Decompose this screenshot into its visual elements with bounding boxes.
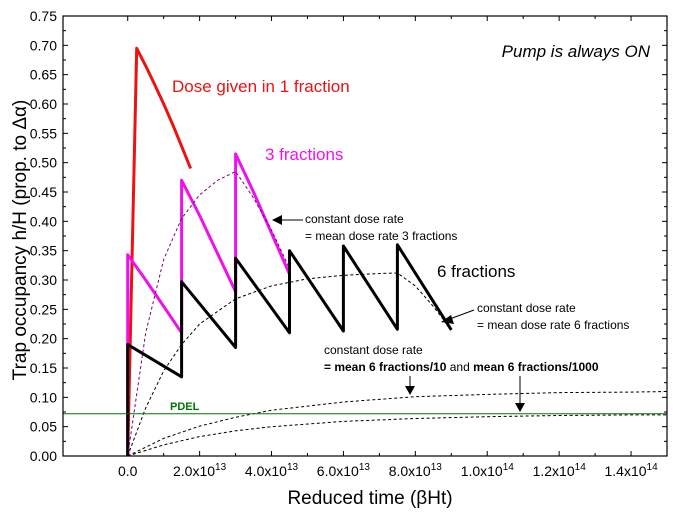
x-tick-label: 4.0x1013	[245, 462, 299, 479]
x-tick-label: 8.0x1013	[389, 462, 443, 479]
y-tick-label: 0.40	[30, 213, 57, 229]
y-tick-label: 0.65	[30, 67, 57, 83]
const-low-arrow-10	[405, 376, 415, 395]
const-low-bold-1: = mean 6 fractions/10	[324, 360, 447, 374]
const-low-arrow-1000	[515, 376, 525, 412]
y-tick-label: 0.00	[30, 448, 57, 464]
y-tick-label: 0.70	[30, 37, 57, 53]
y-tick-label: 0.05	[30, 419, 57, 435]
const6-arrow	[441, 309, 475, 324]
const-low-label-line1: constant dose rate	[324, 343, 423, 357]
const-low-mid: and	[446, 360, 473, 374]
y-tick-label: 0.20	[30, 331, 57, 347]
series-line-1	[126, 152, 291, 456]
const-low-bold-2: mean 6 fractions/1000	[473, 360, 599, 374]
y-tick-label: 0.45	[30, 184, 57, 200]
x-tick-label: 1.2x1014	[533, 462, 587, 479]
dose-one-fraction-label: Dose given in 1 fraction	[172, 77, 350, 96]
y-tick-label: 0.50	[30, 155, 57, 171]
x-tick-label: 2.0x1013	[173, 462, 227, 479]
series-line-3	[127, 171, 290, 456]
x-tick-label: 0.0	[118, 463, 138, 479]
series-layer	[63, 46, 667, 456]
ticks-layer: 0.00 0.05 0.10 0.15 0.20 0.25 0.30 0.35 0.40 0.45…	[30, 8, 667, 479]
series-line-2	[126, 243, 453, 456]
y-tick-label: 0.60	[30, 96, 57, 112]
x-tick-label: 6.0x1013	[317, 462, 371, 479]
y-tick-label: 0.15	[30, 360, 57, 376]
series-line-5	[127, 391, 667, 456]
pump-annotation: Pump is always ON	[502, 42, 651, 61]
y-tick-label: 0.55	[30, 125, 57, 141]
six-fractions-label: 6 fractions	[437, 262, 515, 281]
y-tick-label: 0.35	[30, 243, 57, 259]
const3-label-line1: constant dose rate	[305, 212, 404, 226]
y-tick-label: 0.30	[30, 272, 57, 288]
y-tick-label: 0.25	[30, 301, 57, 317]
const6-label-line1: constant dose rate	[477, 301, 576, 315]
x-tick-label: 1.0x1014	[461, 462, 515, 479]
x-tick-label: 1.4x1014	[605, 462, 659, 479]
series-line-6	[127, 414, 667, 456]
const6-label-line2: = mean dose rate 6 fractions	[477, 318, 629, 332]
series-line-0	[126, 46, 192, 456]
y-tick-label: 0.75	[30, 8, 57, 24]
x-axis-title: Reduced time (βHt)	[287, 488, 452, 509]
y-tick-label: 0.10	[30, 389, 57, 405]
const-low-label-line2: = mean 6 fractions/10 and mean 6 fractio…	[324, 360, 599, 374]
y-axis-title: Trap occupancy h/H (prop. to Δα)	[10, 100, 31, 381]
const3-arrow	[272, 215, 303, 225]
pdel-label: PDEL	[170, 401, 200, 413]
const3-label-line2: = mean dose rate 3 fractions	[305, 229, 457, 243]
three-fractions-label: 3 fractions	[265, 145, 343, 164]
